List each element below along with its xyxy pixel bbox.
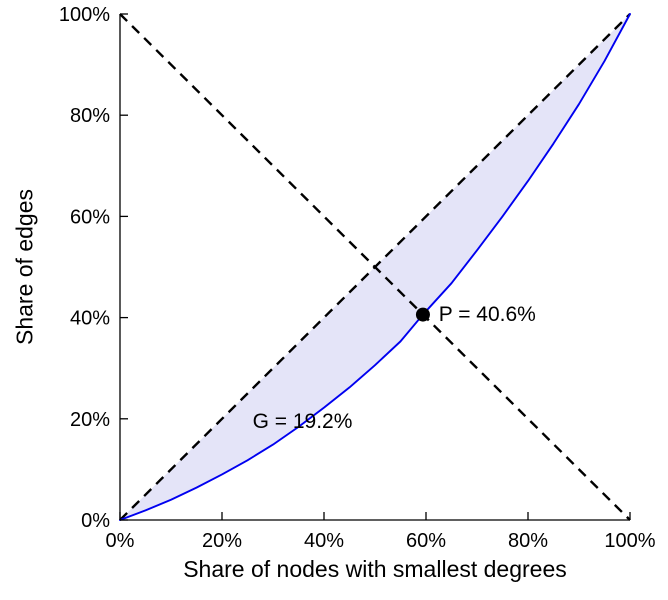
p-point-label: P = 40.6%: [438, 302, 536, 326]
y-axis-label: Share of edges: [11, 189, 38, 346]
anti-diagonal: [119, 13, 631, 521]
p-point-marker: [415, 307, 430, 322]
x-tick-label: 100%: [604, 530, 655, 552]
x-tick-label: 20%: [202, 530, 242, 552]
y-tick-label: 80%: [70, 105, 110, 127]
y-tick-label: 40%: [70, 308, 110, 330]
y-tick-label: 60%: [70, 206, 110, 228]
x-tick-label: 40%: [304, 530, 344, 552]
y-tick-label: 20%: [70, 409, 110, 431]
y-tick-label: 0%: [81, 510, 110, 532]
gini-label: G = 19.2%: [252, 410, 353, 434]
x-tick-label: 80%: [508, 530, 548, 552]
lorenz-curve: [119, 13, 631, 521]
x-tick-label: 0%: [106, 530, 135, 552]
y-tick-label: 100%: [59, 4, 110, 26]
x-tick-label: 60%: [406, 530, 446, 552]
x-axis-label: Share of nodes with smallest degrees: [183, 556, 567, 582]
